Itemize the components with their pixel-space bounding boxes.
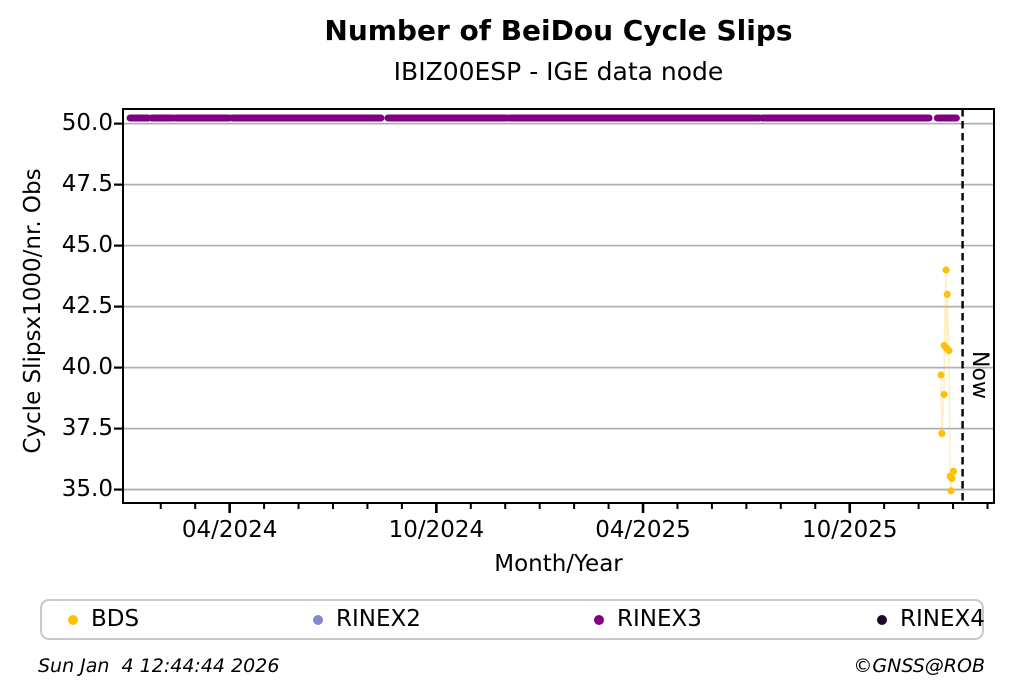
y-tick-label: 42.5	[61, 293, 113, 320]
legend-marker-rinex3-icon	[594, 614, 604, 625]
x-tick-label: 04/2025	[595, 517, 691, 543]
chart-subtitle: IBIZ00ESP - IGE data node	[393, 57, 724, 86]
y-tick-label: 50.0	[61, 110, 113, 137]
legend-marker-rinex4-icon	[877, 614, 887, 625]
y-tick-label: 40.0	[61, 354, 113, 381]
series-bds-point	[947, 487, 955, 495]
legend-label-rinex2: RINEX2	[336, 606, 421, 632]
legend-label-rinex3: RINEX3	[617, 606, 702, 632]
legend-marker-bds-icon	[68, 614, 78, 625]
x-tick-label: 10/2024	[388, 517, 485, 543]
timestamp: Sun Jan 4 12:44:44 2026	[38, 655, 280, 677]
series-bds-point	[948, 475, 956, 483]
series-bds-point	[949, 467, 958, 475]
series-bds-point	[942, 266, 950, 274]
legend-item-rinex4: RINEX4	[877, 601, 985, 638]
legend-label-rinex4: RINEX4	[900, 606, 985, 632]
y-axis-label: Cycle Slipsx1000/nr. Obs	[20, 168, 46, 454]
legend: BDS RINEX2 RINEX3 RINEX4	[40, 599, 985, 640]
now-label: Now	[966, 351, 992, 399]
chart-title: Number of BeiDou Cycle Slips	[324, 14, 793, 47]
legend-label-bds: BDS	[91, 606, 140, 632]
plot-border	[122, 108, 995, 504]
series-bds-point	[937, 371, 945, 379]
series-bds-point	[938, 429, 946, 438]
series-bds-point	[945, 346, 953, 355]
legend-marker-rinex2-icon	[313, 614, 323, 625]
y-tick-label: 35.0	[61, 476, 113, 503]
legend-item-rinex3: RINEX3	[594, 601, 702, 638]
y-tick-label: 47.5	[61, 171, 113, 198]
legend-item-bds: BDS	[68, 601, 139, 638]
x-tick-label: 04/2024	[181, 517, 278, 543]
x-tick-label: 10/2025	[801, 517, 898, 543]
y-tick-label: 45.0	[61, 232, 113, 259]
y-tick-label: 37.5	[61, 415, 113, 442]
series-bds-point	[943, 290, 951, 299]
series-bds-point	[940, 390, 948, 399]
series-bds-line	[940, 269, 955, 491]
x-axis-label: Month/Year	[494, 551, 623, 577]
legend-item-rinex2: RINEX2	[313, 601, 421, 638]
copyright: ©GNSS@ROB	[853, 655, 985, 677]
